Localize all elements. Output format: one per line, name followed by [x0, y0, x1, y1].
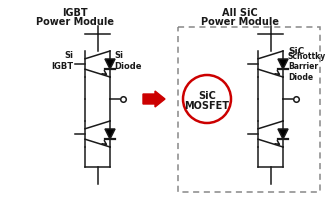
- FancyArrow shape: [143, 92, 165, 107]
- Text: MOSFET: MOSFET: [185, 101, 229, 110]
- Polygon shape: [105, 129, 115, 139]
- Text: Power Module: Power Module: [201, 17, 279, 27]
- Text: SiC: SiC: [288, 46, 304, 55]
- Text: Si
Diode: Si Diode: [114, 51, 141, 70]
- Text: SiC: SiC: [198, 90, 216, 101]
- Polygon shape: [278, 129, 288, 139]
- Text: Power Module: Power Module: [36, 17, 114, 27]
- Text: Schottky
Barrier
Diode: Schottky Barrier Diode: [288, 52, 325, 81]
- Polygon shape: [105, 60, 115, 70]
- Bar: [178, 28, 320, 192]
- Polygon shape: [278, 60, 288, 70]
- Text: IGBT: IGBT: [62, 8, 88, 18]
- Text: All SiC: All SiC: [222, 8, 258, 18]
- Text: Si
IGBT: Si IGBT: [51, 51, 73, 70]
